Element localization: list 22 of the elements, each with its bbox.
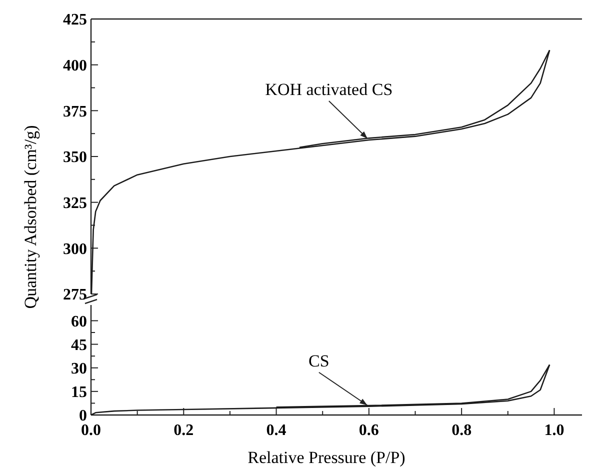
y-tick-label: 350 (63, 149, 87, 166)
text: KOH activated CS (265, 80, 393, 99)
y-tick-label: 15 (71, 384, 87, 402)
y-tick-label: 0 (79, 408, 87, 425)
x-tick-label: 1.0 (544, 422, 564, 439)
x-tick-label: 0.8 (452, 422, 472, 439)
y-tick-label: 375 (63, 103, 87, 120)
y-tick-label: 400 (63, 57, 87, 74)
x-tick-label: 0.4 (266, 422, 286, 439)
x-axis-title: Relative Pressure (P/P) (248, 448, 406, 467)
y-axis-title: Quantity Adsorbed (cm³/g) (21, 125, 40, 309)
text: CS (308, 351, 330, 370)
y-tick-label: 30 (71, 360, 87, 378)
x-tick-label: 0.6 (358, 422, 379, 439)
y-tick-label: 45 (71, 336, 87, 354)
x-tick-label: 0.0 (81, 422, 101, 439)
y-tick-label: 425 (63, 12, 87, 29)
y-tick-label: 275 (63, 286, 87, 304)
y-tick-label: 325 (63, 194, 87, 212)
y-tick-label: 300 (63, 240, 87, 258)
x-tick-label: 0.2 (174, 422, 194, 439)
y-tick-label: 60 (71, 313, 87, 330)
